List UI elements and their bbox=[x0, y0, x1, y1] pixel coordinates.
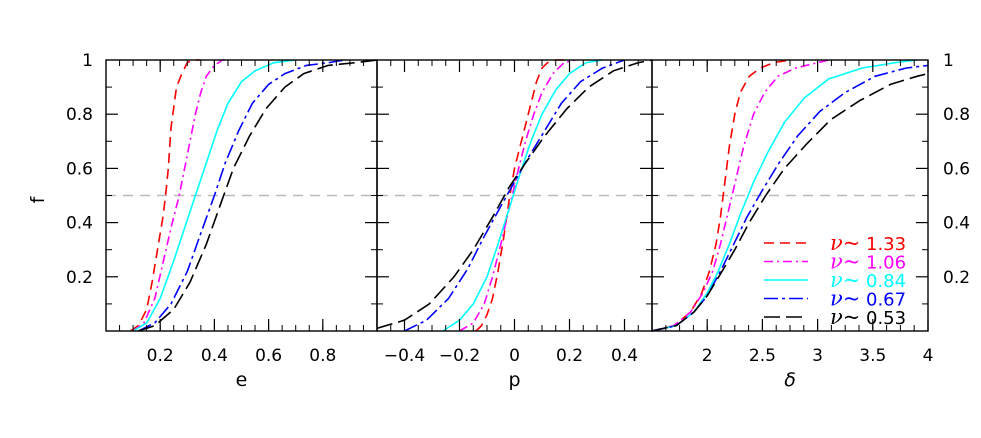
y-axis-label: f bbox=[27, 195, 49, 203]
x-tick-label: 2.5 bbox=[749, 346, 776, 366]
x-tick-label: 0.4 bbox=[201, 346, 228, 366]
x-tick-label: 0 bbox=[509, 346, 520, 366]
series-line-panel2-nu-1_06 bbox=[459, 59, 576, 332]
y-tick-label-left: 1 bbox=[82, 51, 93, 71]
y-tick-label-left: 0.2 bbox=[66, 268, 93, 288]
legend-value-2: 1.06 bbox=[866, 253, 906, 274]
x-tick-label: 0.6 bbox=[255, 346, 282, 366]
y-tick-label-left: 0.4 bbox=[66, 214, 93, 234]
legend-value-5: 0.53 bbox=[866, 308, 906, 329]
x-tick-label: 0.2 bbox=[556, 346, 583, 366]
data-curves bbox=[129, 59, 928, 332]
series-line-panel3-nu-0_53 bbox=[652, 72, 928, 332]
y-tick-label-left: 0.8 bbox=[66, 105, 93, 125]
x-tick-label: 3 bbox=[812, 346, 823, 366]
x-tick-label: 0.8 bbox=[309, 346, 336, 366]
series-line-panel2-nu-0_67 bbox=[404, 59, 625, 332]
series-line-panel2-nu-0_84 bbox=[442, 59, 603, 332]
x-axis-label-panel2: p bbox=[508, 369, 520, 391]
legend-symbol-5: ν~ bbox=[830, 305, 860, 329]
x-tick-label: 4 bbox=[923, 346, 934, 366]
legend-value-4: 0.67 bbox=[866, 290, 906, 311]
legend-symbol-2: ν~ bbox=[830, 250, 860, 274]
y-tick-label-right: 0.4 bbox=[943, 214, 970, 234]
x-axis-label-panel3: δ bbox=[784, 369, 796, 391]
x-tick-label: −0.4 bbox=[384, 346, 425, 366]
x-tick-label: 0.4 bbox=[611, 346, 638, 366]
y-tick-label-right: 0.2 bbox=[943, 268, 970, 288]
legend-value-3: 0.84 bbox=[866, 271, 906, 292]
x-tick-label: −0.2 bbox=[439, 346, 480, 366]
legend-symbol-1: ν~ bbox=[830, 231, 860, 255]
y-tick-label-right: 1 bbox=[943, 51, 954, 71]
y-tick-label-left: 0.6 bbox=[66, 159, 93, 179]
x-axis-label-panel1: e bbox=[236, 369, 248, 391]
axes bbox=[105, 59, 929, 332]
legend-symbol-3: ν~ bbox=[830, 268, 860, 292]
x-tick-label: 2 bbox=[702, 346, 713, 366]
series-line-panel1-nu-1_06 bbox=[132, 59, 228, 332]
y-tick-label-right: 0.8 bbox=[943, 105, 970, 125]
x-tick-label: 3.5 bbox=[859, 346, 886, 366]
series-line-panel3-nu-1_06 bbox=[652, 59, 829, 332]
series-line-panel1-nu-0_84 bbox=[132, 59, 296, 332]
x-tick-label: 0.2 bbox=[147, 346, 174, 366]
legend: ν~ 1.33 ν~ 1.06 ν~ 0.84 ν~ 0.67 ν~ 0.53 bbox=[764, 231, 906, 329]
series-line-panel1-nu-0_67 bbox=[138, 59, 345, 332]
y-tick-label-right: 0.6 bbox=[943, 159, 970, 179]
series-line-panel1-nu-1_33 bbox=[129, 59, 201, 332]
legend-value-1: 1.33 bbox=[866, 234, 906, 255]
axis-text: 0.2 0.4 0.6 0.8 e −0.4 −0.2 0 0.2 0.4 p 2 2.5 3 3.5 4 δ 0… bbox=[27, 51, 970, 391]
series-line-panel1-nu-0_53 bbox=[138, 59, 377, 332]
series-line-panel2-nu-1_33 bbox=[475, 59, 564, 332]
legend-symbol-4: ν~ bbox=[830, 287, 860, 311]
series-line-panel2-nu-0_53 bbox=[377, 59, 652, 330]
